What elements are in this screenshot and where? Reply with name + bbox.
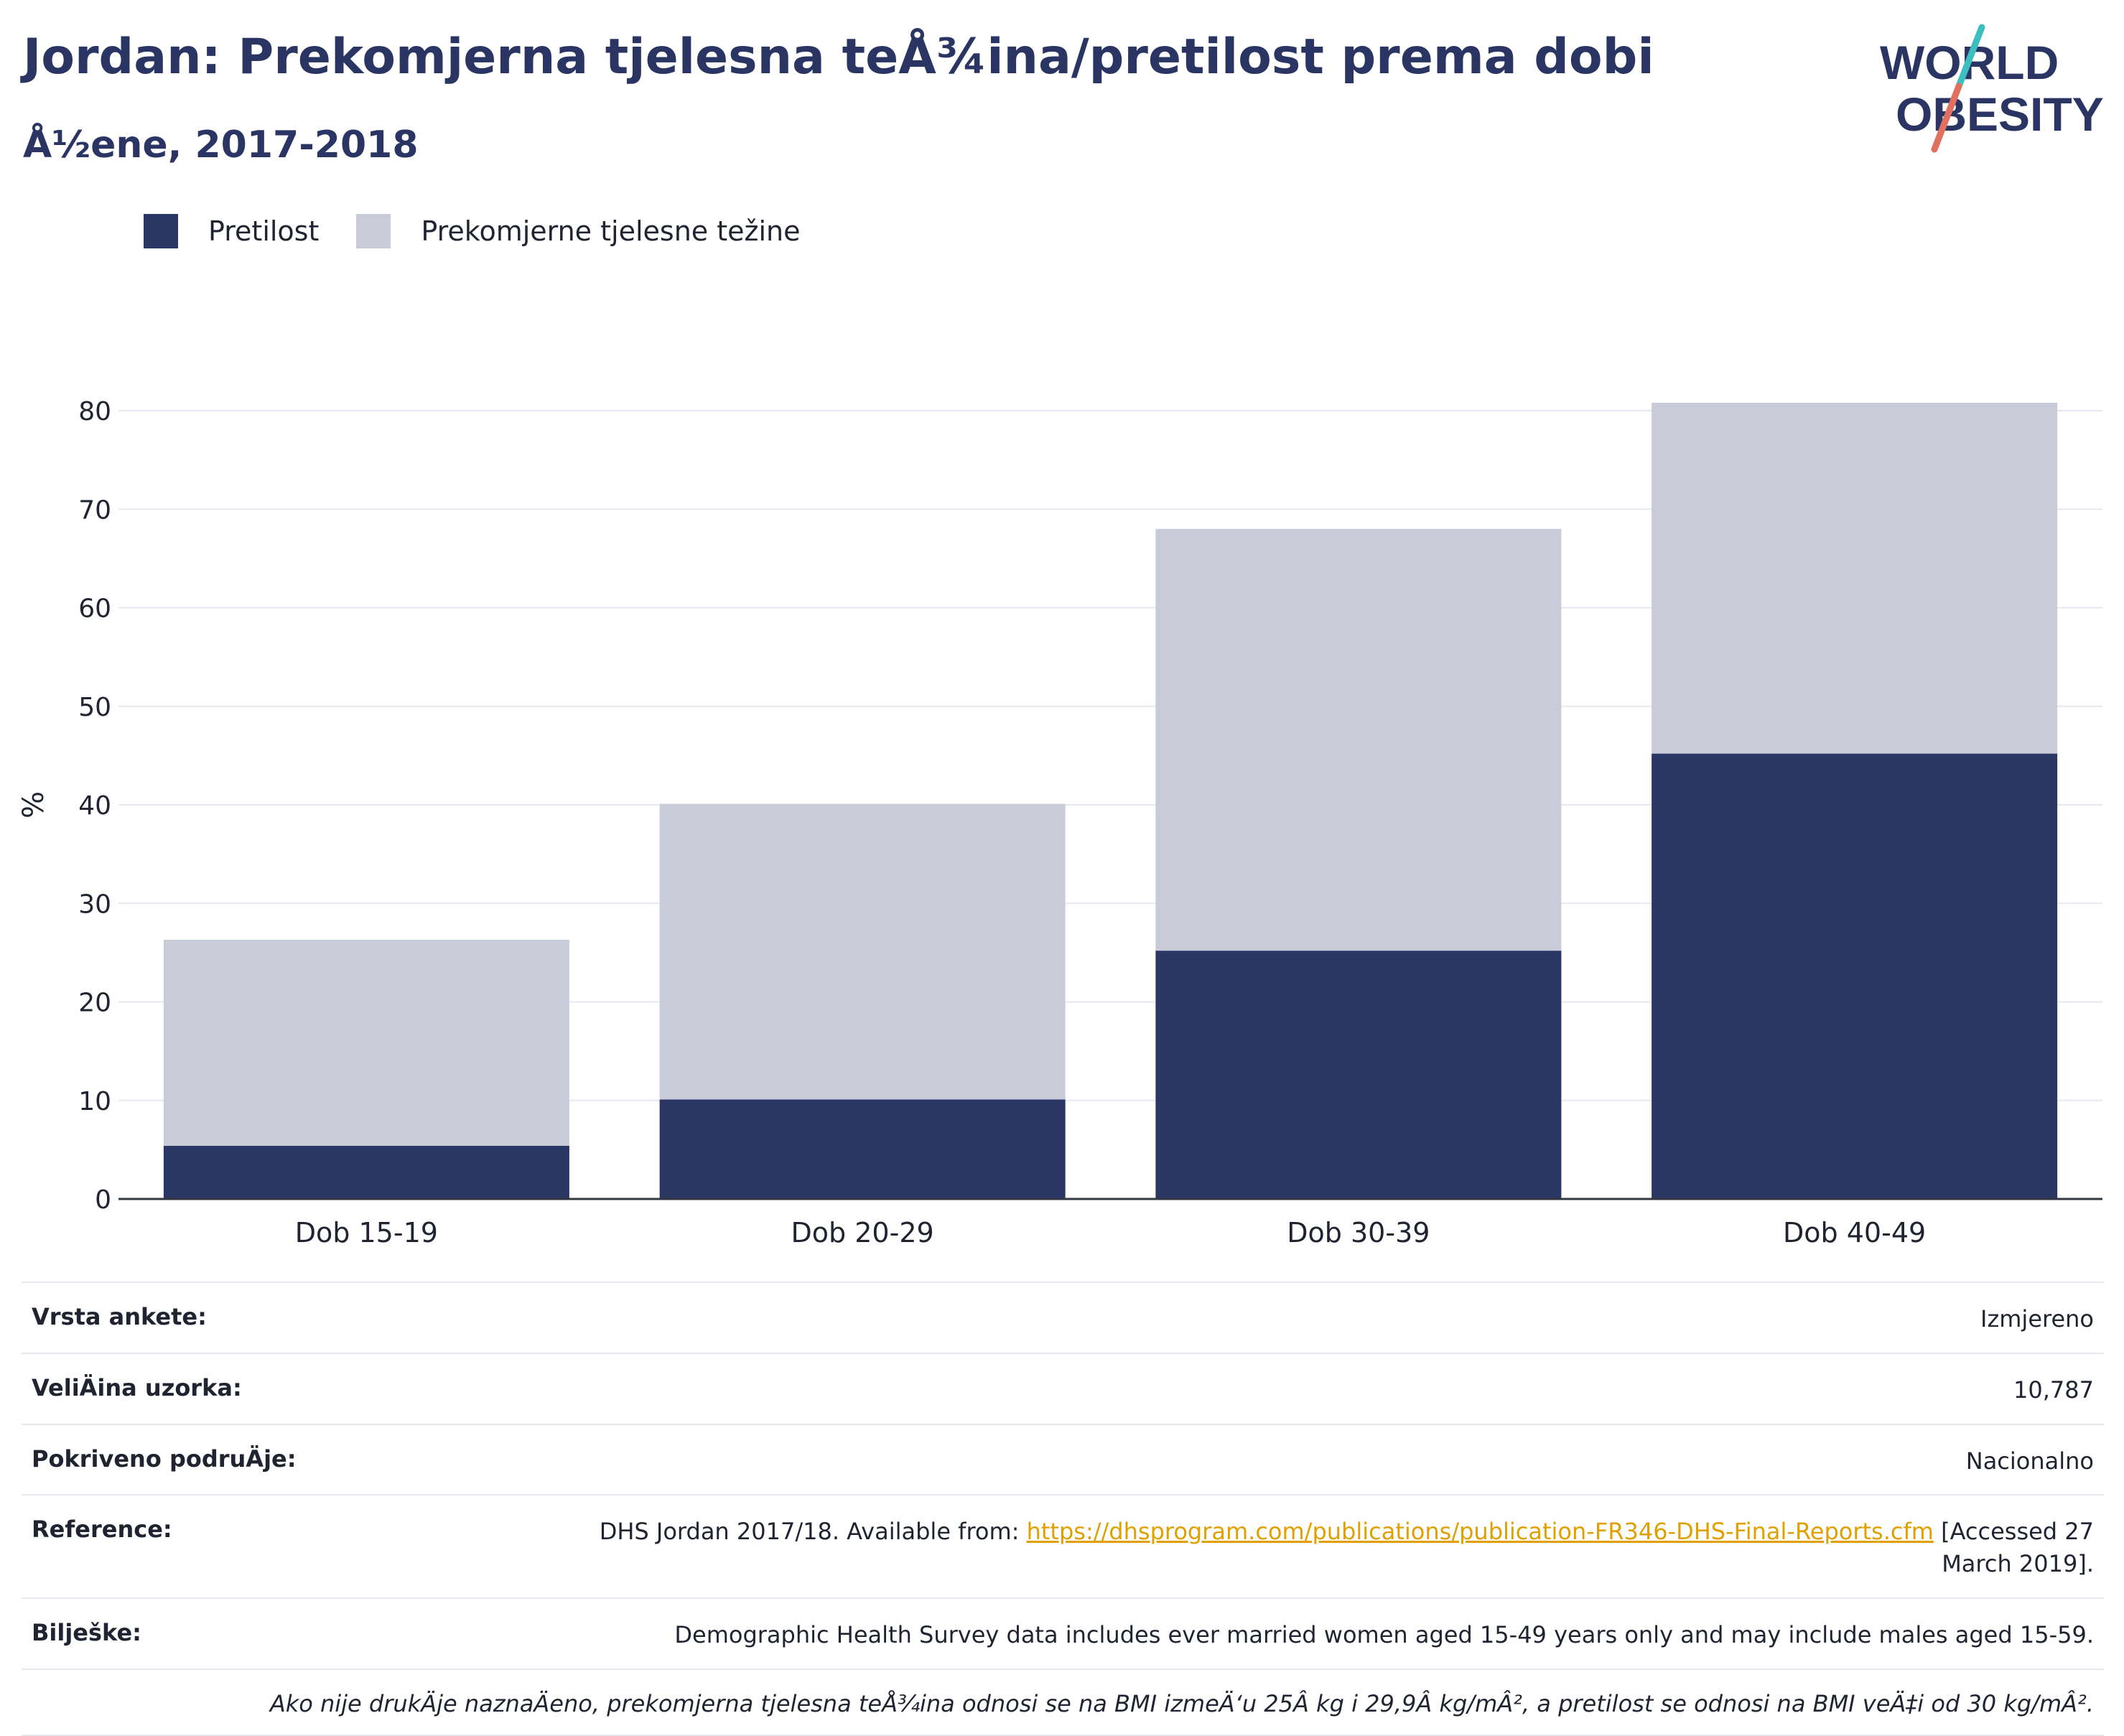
bar-obesity-2[interactable] xyxy=(660,1099,1066,1199)
survey-type-value: Izmjereno xyxy=(1980,1303,2094,1335)
x-tick-label: Dob 15-19 xyxy=(295,1217,438,1249)
survey-type-label: Vrsta ankete: xyxy=(32,1303,207,1335)
notes-label: Bilješke: xyxy=(32,1619,141,1651)
legend-item-overweight[interactable]: Prekomjerne tjelesne težine xyxy=(356,214,800,248)
sample-size-value: 10,787 xyxy=(2013,1374,2094,1406)
bar-obesity-1[interactable] xyxy=(164,1146,569,1199)
chart-legend: Pretilost Prekomjerne tjelesne težine xyxy=(144,214,838,248)
y-tick-label: 50 xyxy=(78,693,111,722)
y-tick-label: 30 xyxy=(78,890,111,919)
info-row-notes: Bilješke: Demographic Health Survey data… xyxy=(22,1597,2104,1669)
info-row-reference: Reference: DHS Jordan 2017/18. Available… xyxy=(22,1494,2104,1597)
chart-subtitle: Å½ene, 2017-2018 xyxy=(23,123,419,167)
definition-footnote: Ako nije drukÄ je naznaÄ eno, prekomjern… xyxy=(22,1669,2104,1736)
x-tick-label: Dob 30-39 xyxy=(1287,1217,1430,1249)
reference-link[interactable]: https://dhsprogram.com/publications/publ… xyxy=(1027,1518,1934,1545)
coverage-value: Nacionalno xyxy=(1966,1445,2094,1478)
coverage-label: Pokriveno podruÄ je: xyxy=(32,1445,297,1478)
reference-value: DHS Jordan 2017/18. Available from: http… xyxy=(586,1516,2094,1580)
bar-obesity-4[interactable] xyxy=(1652,754,2057,1199)
bar-overweight-1[interactable] xyxy=(164,940,569,1146)
legend-label-obesity: Pretilost xyxy=(208,215,319,247)
world-obesity-logo: WORLD OBESITY xyxy=(1874,22,2111,158)
info-row-coverage: Pokriveno podruÄ je: Nacionalno xyxy=(22,1424,2104,1495)
reference-suffix: [Accessed 27 March 2019]. xyxy=(1934,1518,2094,1577)
logo-line-2: OBESITY xyxy=(1896,88,2104,141)
bar-overweight-4[interactable] xyxy=(1652,403,2057,754)
reference-prefix: DHS Jordan 2017/18. Available from: xyxy=(600,1518,1027,1545)
y-axis-label: % xyxy=(17,791,50,818)
reference-label: Reference: xyxy=(32,1516,172,1580)
bars-layer xyxy=(164,403,2057,1199)
legend-swatch-obesity xyxy=(144,214,178,248)
chart-title: Jordan: Prekomjerna tjelesna teÅ¾ina/pre… xyxy=(23,29,1654,85)
stacked-bar-chart: 0 10 20 30 40 50 60 70 80 Dob 15-19 Dob 20-29 Dob 3… xyxy=(0,359,2124,1249)
legend-item-obesity[interactable]: Pretilost xyxy=(144,214,319,248)
bar-overweight-3[interactable] xyxy=(1155,529,1561,951)
y-tick-label: 60 xyxy=(78,594,111,624)
info-row-sample-size: VeliÄ ina uzorka: 10,787 xyxy=(22,1353,2104,1424)
x-tick-label: Dob 40-49 xyxy=(1783,1217,1926,1249)
x-tick-label: Dob 20-29 xyxy=(791,1217,934,1249)
survey-info-table: Vrsta ankete: Izmjereno VeliÄ ina uzorka… xyxy=(22,1282,2104,1736)
y-tick-label: 10 xyxy=(78,1087,111,1116)
sample-size-label: VeliÄ ina uzorka: xyxy=(32,1374,242,1406)
legend-label-overweight: Prekomjerne tjelesne težine xyxy=(421,215,800,247)
y-tick-label: 0 xyxy=(95,1185,111,1215)
y-tick-label: 70 xyxy=(78,495,111,525)
y-tick-label: 20 xyxy=(78,989,111,1018)
bar-obesity-3[interactable] xyxy=(1155,951,1561,1199)
y-tick-label: 80 xyxy=(78,397,111,426)
info-row-survey-type: Vrsta ankete: Izmjereno xyxy=(22,1282,2104,1353)
bar-overweight-2[interactable] xyxy=(660,804,1066,1100)
legend-swatch-overweight xyxy=(356,214,391,248)
y-tick-label: 40 xyxy=(78,791,111,821)
notes-value: Demographic Health Survey data includes … xyxy=(674,1619,2094,1651)
